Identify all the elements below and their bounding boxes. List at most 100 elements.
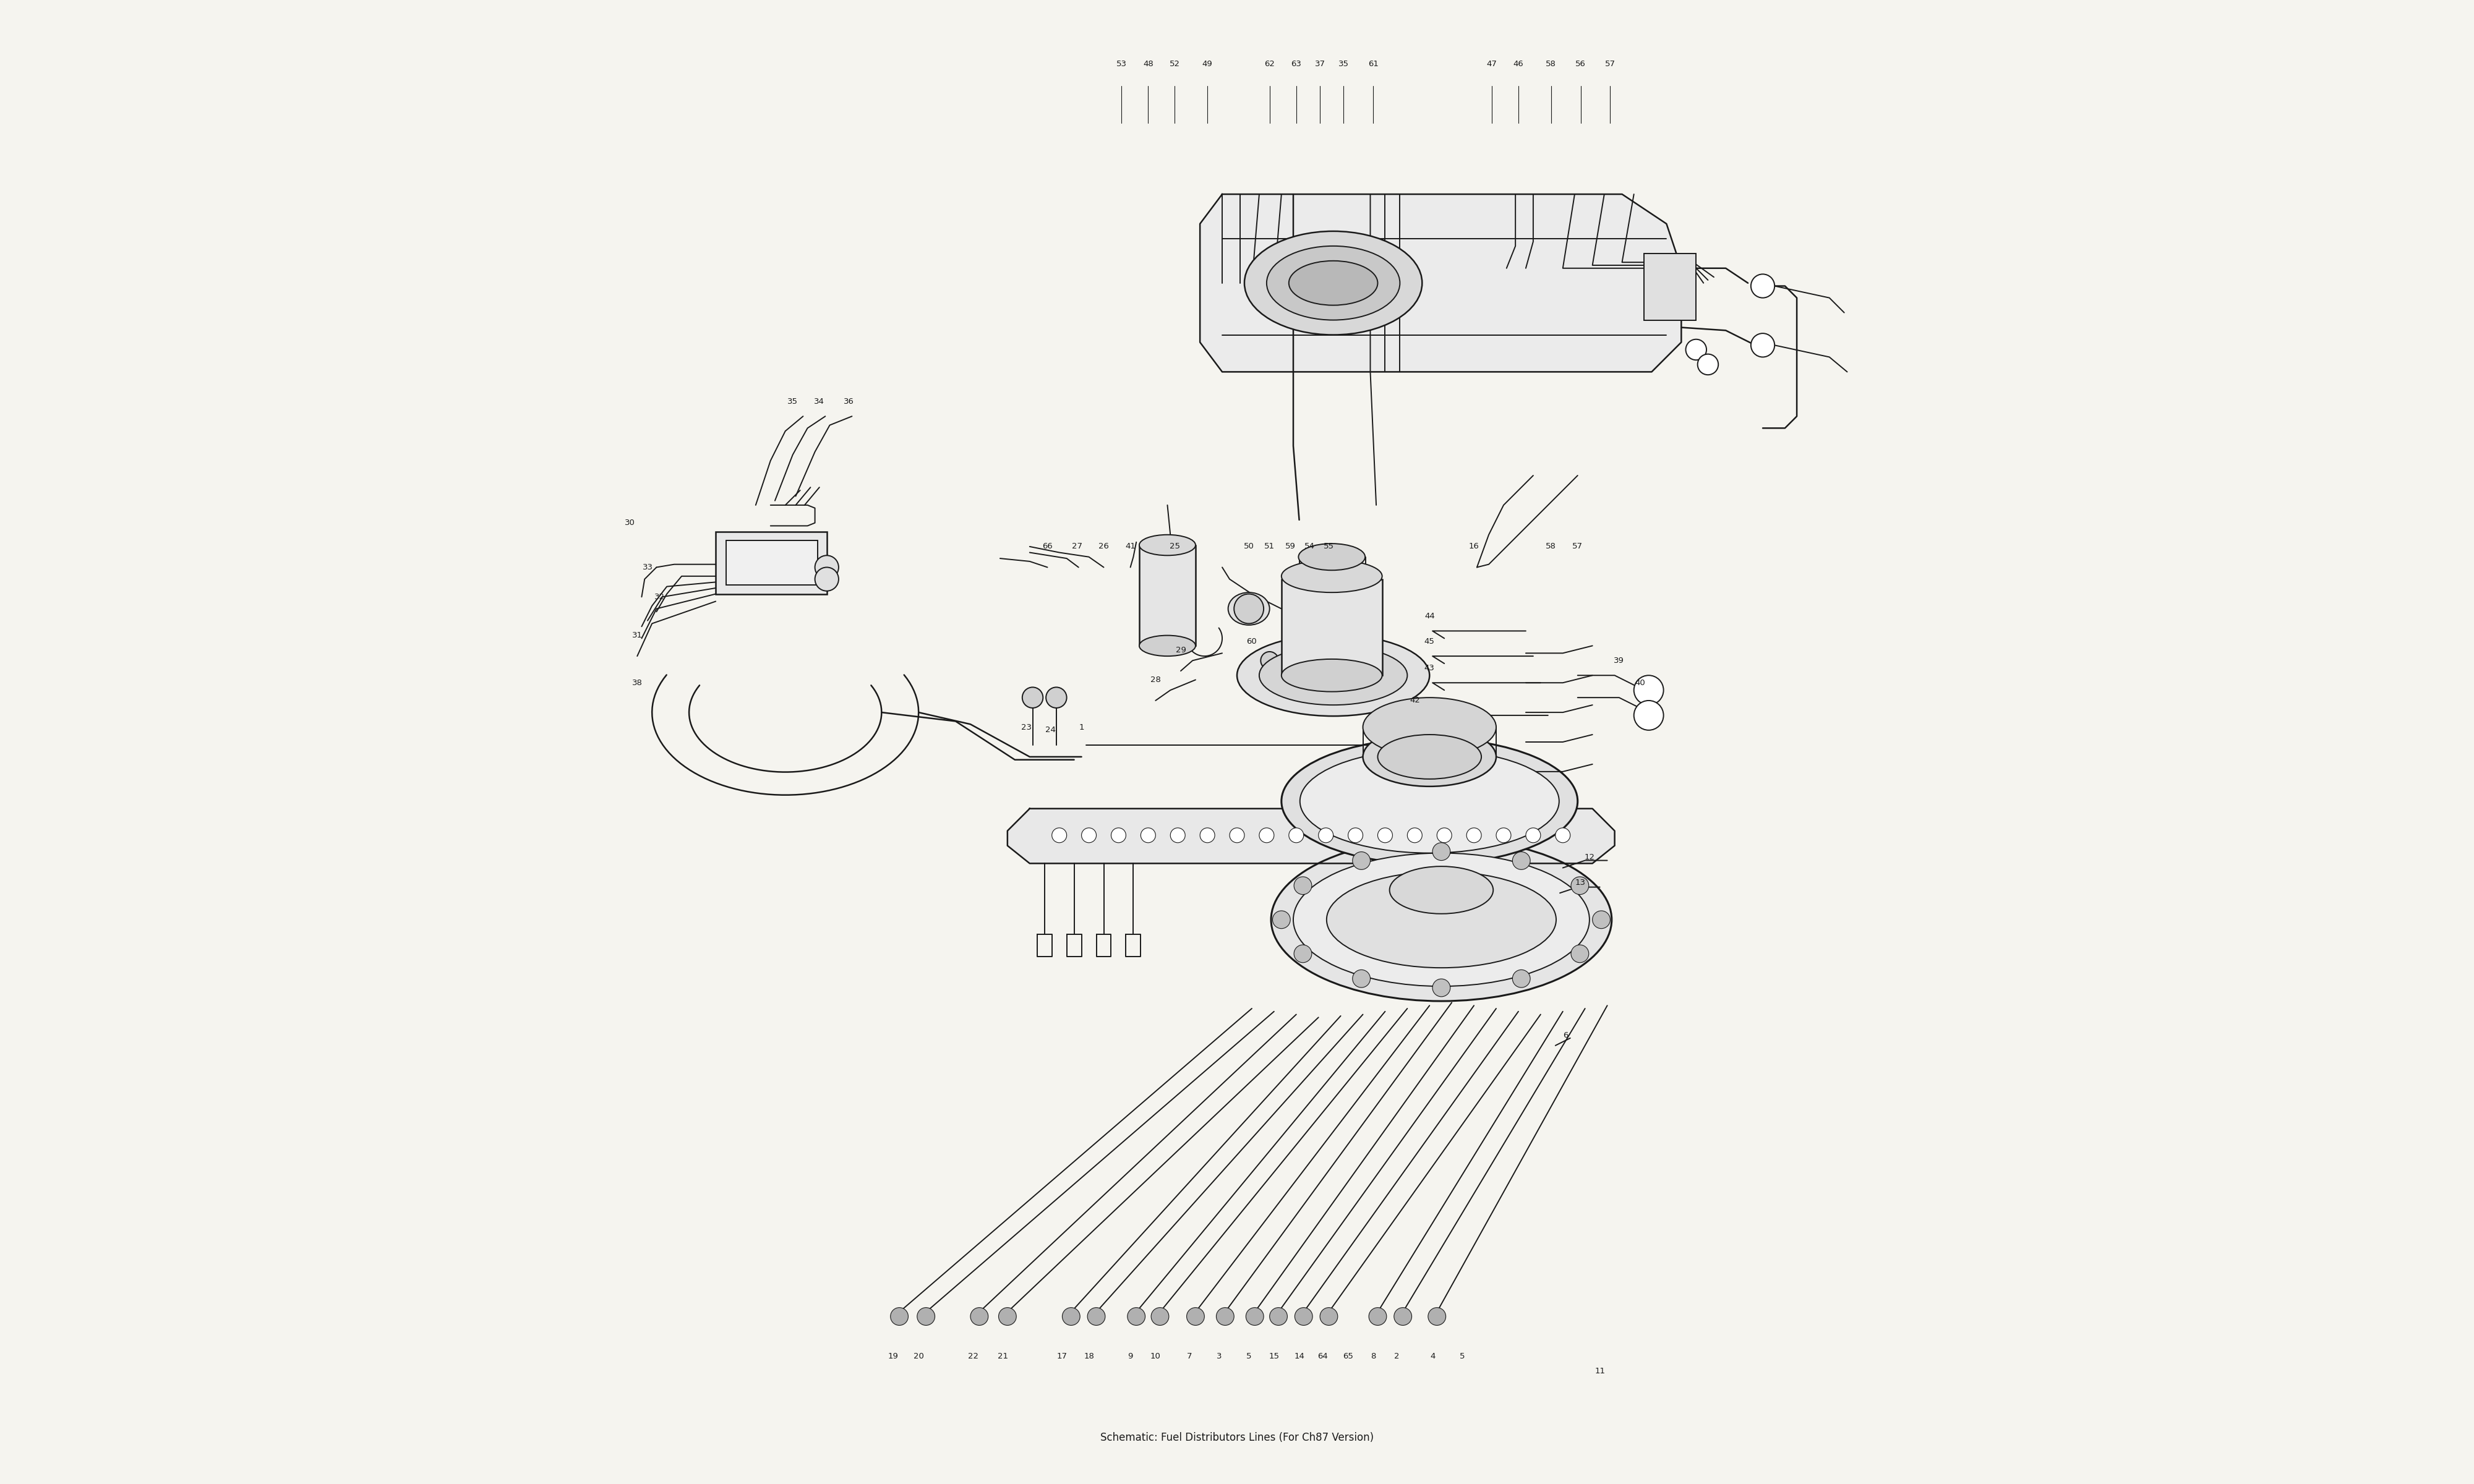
- Circle shape: [1353, 852, 1371, 870]
- Text: 10: 10: [1150, 1352, 1160, 1361]
- Text: 59: 59: [1284, 543, 1296, 551]
- Text: 50: 50: [1244, 543, 1254, 551]
- Ellipse shape: [1282, 659, 1383, 692]
- Text: 57: 57: [1573, 543, 1583, 551]
- Ellipse shape: [1390, 867, 1494, 914]
- Circle shape: [1170, 828, 1185, 843]
- Circle shape: [1111, 828, 1126, 843]
- Bar: [1645, 254, 1697, 321]
- Text: 29: 29: [1175, 646, 1185, 654]
- Circle shape: [1752, 334, 1774, 358]
- Text: 63: 63: [1291, 59, 1301, 68]
- Text: 64: 64: [1319, 1352, 1329, 1361]
- Ellipse shape: [1227, 592, 1269, 625]
- Circle shape: [891, 1307, 908, 1325]
- Circle shape: [1348, 828, 1363, 843]
- Circle shape: [1752, 275, 1774, 298]
- Circle shape: [1294, 945, 1311, 963]
- Text: 9: 9: [1128, 1352, 1133, 1361]
- Text: 54: 54: [1304, 543, 1314, 551]
- Circle shape: [1685, 340, 1707, 361]
- Text: 7: 7: [1188, 1352, 1192, 1361]
- Text: 66: 66: [1042, 543, 1051, 551]
- Text: 51: 51: [1264, 543, 1274, 551]
- Text: 6: 6: [1564, 1031, 1569, 1039]
- Ellipse shape: [1282, 559, 1383, 592]
- Circle shape: [1272, 911, 1291, 929]
- Text: 1: 1: [1079, 723, 1084, 732]
- Circle shape: [999, 1307, 1017, 1325]
- Text: 4: 4: [1430, 1352, 1435, 1361]
- Ellipse shape: [1237, 635, 1430, 717]
- Text: 39: 39: [1613, 656, 1625, 665]
- Text: 52: 52: [1170, 59, 1180, 68]
- Circle shape: [1022, 687, 1044, 708]
- Text: Schematic: Fuel Distributors Lines (For Ch87 Version): Schematic: Fuel Distributors Lines (For …: [1101, 1432, 1373, 1444]
- Circle shape: [1319, 828, 1333, 843]
- Circle shape: [1294, 1307, 1314, 1325]
- Circle shape: [1237, 594, 1262, 617]
- Ellipse shape: [1282, 739, 1578, 864]
- Circle shape: [1393, 1307, 1413, 1325]
- Circle shape: [918, 1307, 935, 1325]
- Circle shape: [814, 567, 839, 591]
- Circle shape: [1047, 687, 1066, 708]
- Circle shape: [1321, 1307, 1338, 1325]
- Text: 25: 25: [1170, 543, 1180, 551]
- Circle shape: [1432, 843, 1450, 861]
- Circle shape: [1467, 828, 1482, 843]
- Text: 16: 16: [1470, 543, 1479, 551]
- Ellipse shape: [1299, 543, 1366, 570]
- Text: 37: 37: [1314, 59, 1326, 68]
- Text: 44: 44: [1425, 611, 1435, 620]
- Text: 24: 24: [1044, 726, 1056, 735]
- Text: 3: 3: [1217, 1352, 1222, 1361]
- Text: 65: 65: [1343, 1352, 1353, 1361]
- Text: 14: 14: [1294, 1352, 1304, 1361]
- Circle shape: [1289, 828, 1304, 843]
- Bar: [715, 531, 826, 594]
- Circle shape: [1259, 828, 1274, 843]
- Text: 42: 42: [1410, 696, 1420, 705]
- Text: 33: 33: [643, 564, 653, 571]
- Text: 20: 20: [913, 1352, 923, 1361]
- Text: 48: 48: [1143, 59, 1153, 68]
- Text: 61: 61: [1368, 59, 1378, 68]
- Circle shape: [1571, 877, 1588, 895]
- Text: 22: 22: [967, 1352, 980, 1361]
- Circle shape: [1230, 828, 1244, 843]
- Bar: [1282, 579, 1383, 675]
- Ellipse shape: [1267, 246, 1400, 321]
- Circle shape: [1378, 828, 1393, 843]
- Circle shape: [1556, 828, 1571, 843]
- Text: 57: 57: [1606, 59, 1616, 68]
- Circle shape: [1061, 1307, 1081, 1325]
- Text: 11: 11: [1596, 1367, 1606, 1376]
- Text: 30: 30: [623, 519, 636, 527]
- Text: 47: 47: [1487, 59, 1497, 68]
- Circle shape: [1150, 1307, 1168, 1325]
- Text: 31: 31: [631, 631, 643, 640]
- Text: 38: 38: [631, 678, 643, 687]
- Circle shape: [1141, 828, 1155, 843]
- Text: 36: 36: [844, 398, 854, 405]
- Text: 26: 26: [1098, 543, 1108, 551]
- Circle shape: [1200, 828, 1215, 843]
- Polygon shape: [1007, 809, 1616, 864]
- Text: 32: 32: [653, 594, 666, 601]
- Circle shape: [1512, 969, 1531, 987]
- Text: 35: 35: [1338, 59, 1348, 68]
- Text: 62: 62: [1264, 59, 1274, 68]
- Circle shape: [1247, 1307, 1264, 1325]
- Text: 8: 8: [1371, 1352, 1376, 1361]
- Circle shape: [1437, 828, 1452, 843]
- Ellipse shape: [1326, 871, 1556, 968]
- Circle shape: [814, 555, 839, 579]
- Bar: [1138, 545, 1195, 646]
- Ellipse shape: [1138, 534, 1195, 555]
- Circle shape: [1571, 945, 1588, 963]
- Circle shape: [970, 1307, 987, 1325]
- Circle shape: [1633, 675, 1663, 705]
- Circle shape: [1294, 877, 1311, 895]
- Text: 17: 17: [1056, 1352, 1066, 1361]
